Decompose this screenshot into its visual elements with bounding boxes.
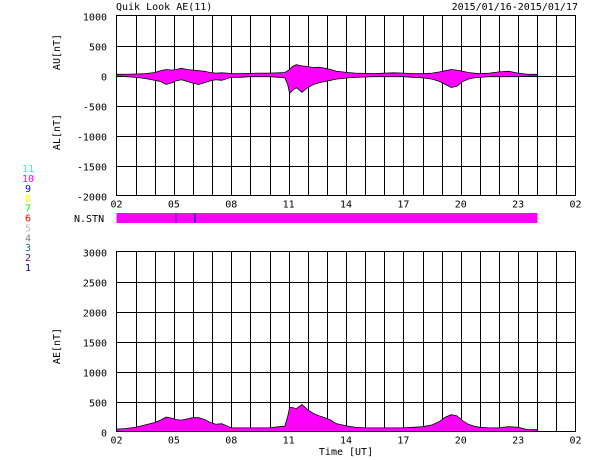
- y-tick-label: 1500: [83, 339, 107, 350]
- x-tick-label: 20: [455, 200, 467, 211]
- au-al-panel-frame: [116, 15, 576, 196]
- y-tick-label: 500: [89, 43, 107, 54]
- au-al-panel: 1000 500 0 -500 -1000 -1500 -2000 02 05 08 11 14 17…: [52, 13, 582, 211]
- station-legend-item: 2: [25, 253, 31, 264]
- station-legend-item: 6: [25, 214, 31, 225]
- al-axis-label: AL[nT]: [52, 114, 63, 150]
- station-legend-item: 4: [25, 233, 31, 244]
- y-tick-label: 0: [101, 429, 107, 440]
- y-tick-label: 500: [89, 399, 107, 410]
- au-al-area: [116, 64, 538, 95]
- y-tick-label: -1000: [77, 133, 107, 144]
- station-legend-item: 8: [25, 194, 31, 205]
- x-tick-label: 02: [110, 436, 122, 447]
- y-tick-label: -500: [83, 103, 107, 114]
- station-legend-item: 11: [22, 164, 34, 175]
- station-count-label: N.STN: [74, 214, 104, 225]
- x-tick-label: 23: [512, 200, 524, 211]
- x-tick-label: 14: [340, 200, 352, 211]
- station-count-bar: [116, 213, 538, 223]
- station-legend-item: 10: [22, 174, 34, 185]
- x-tick-label: 17: [397, 200, 409, 211]
- y-tick-label: 1000: [83, 13, 107, 24]
- x-tick-label: 08: [225, 436, 237, 447]
- y-tick-label: 2000: [83, 309, 107, 320]
- x-tick-label: 20: [455, 436, 467, 447]
- x-tick-label: 02: [569, 436, 581, 447]
- station-legend-item: 9: [25, 184, 31, 195]
- x-tick-label: 02: [110, 200, 122, 211]
- x-tick-label: 08: [225, 200, 237, 211]
- x-tick-label: 11: [283, 436, 295, 447]
- x-tick-label: 23: [512, 436, 524, 447]
- y-tick-label: 1000: [83, 369, 107, 380]
- station-legend-item: 5: [25, 223, 31, 234]
- x-tick-label: 11: [283, 200, 295, 211]
- station-legend-item: 1: [25, 263, 31, 274]
- au-axis-label: AU[nT]: [52, 34, 63, 70]
- x-tick-label: 02: [569, 200, 581, 211]
- x-tick-label: 17: [397, 436, 409, 447]
- y-tick-label: 0: [101, 73, 107, 84]
- station-panel: N.STN: [74, 213, 538, 225]
- date-range: 2015/01/16-2015/01/17: [452, 2, 578, 13]
- x-tick-label: 05: [168, 436, 180, 447]
- ae-axis-label: AE[nT]: [52, 328, 63, 364]
- y-tick-label: -1500: [77, 163, 107, 174]
- station-legend-item: 7: [25, 204, 31, 215]
- station-legend-item: 3: [25, 243, 31, 254]
- ae-area: [116, 403, 538, 432]
- x-axis-label: Time [UT]: [319, 447, 373, 458]
- ae-panel: 3000 2500 2000 1500 1000 500 0 02 05 08 11 14 17 20 2…: [52, 249, 582, 459]
- x-tick-label: 05: [168, 200, 180, 211]
- chart-title: Quik Look AE(11): [116, 2, 212, 13]
- y-tick-label: 2500: [83, 279, 107, 290]
- ae-panel-frame: [116, 251, 576, 432]
- x-tick-label: 14: [340, 436, 352, 447]
- y-tick-label: -2000: [77, 193, 107, 204]
- y-tick-label: 3000: [83, 249, 107, 260]
